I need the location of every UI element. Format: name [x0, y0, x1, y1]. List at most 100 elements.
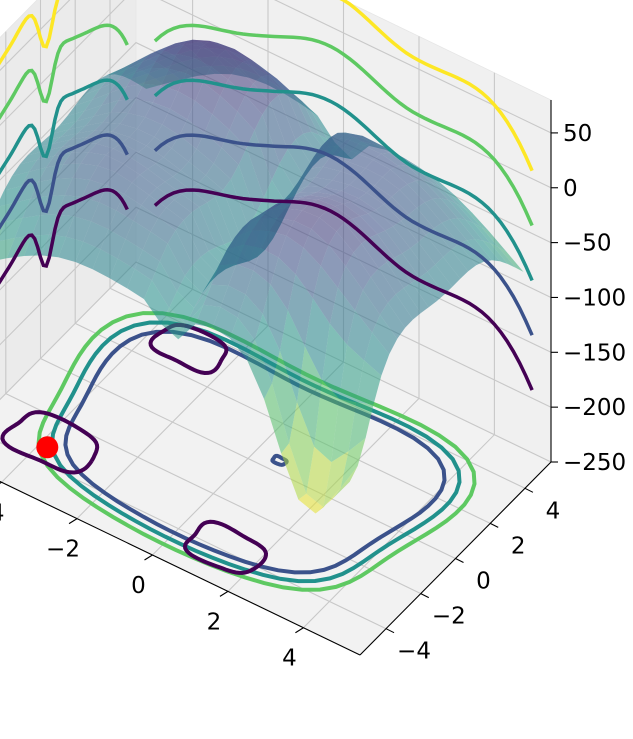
- surface-patch: [269, 74, 294, 95]
- surface-patch: [63, 152, 89, 165]
- surface-patch: [332, 466, 358, 499]
- surface-patch: [134, 249, 160, 281]
- surface-patch: [406, 165, 432, 183]
- surface-patch: [432, 198, 458, 220]
- surface-patch: [356, 145, 382, 160]
- surface-patch: [144, 280, 170, 325]
- surface-patch: [385, 226, 411, 254]
- surface-patch: [336, 222, 362, 253]
- surface-patch: [375, 204, 401, 227]
- x-tick-label: −4: [0, 500, 5, 526]
- surface-patch: [310, 199, 336, 211]
- surface-patch: [12, 160, 37, 176]
- surface-patch: [190, 183, 216, 203]
- surface-patch: [197, 175, 223, 198]
- surface-patch: [161, 307, 187, 340]
- surface-patch: [229, 317, 255, 360]
- surface-patch: [416, 202, 442, 229]
- axes: [0, 100, 558, 656]
- surface-patch: [473, 222, 499, 248]
- z-tick-label: −150: [563, 340, 626, 366]
- surface-patch: [176, 43, 202, 58]
- surface-patch: [213, 147, 239, 180]
- surface-patch: [230, 164, 256, 227]
- y-tick-label: −2: [432, 604, 466, 630]
- surface-patch: [76, 105, 102, 122]
- surface-patch: [349, 177, 375, 193]
- surface-patch: [260, 208, 285, 219]
- surface-patch: [203, 284, 229, 307]
- surface-patch: [184, 39, 210, 47]
- surface-patch: [19, 151, 45, 165]
- surface-patch: [110, 99, 136, 113]
- surface-patch: [220, 285, 246, 318]
- surface-patch: [435, 257, 461, 287]
- surface-patch: [75, 88, 101, 106]
- surface-patch: [254, 313, 280, 384]
- surface-patch: [143, 67, 169, 86]
- surface-patch: [403, 282, 429, 313]
- y-tick-label: 2: [511, 533, 526, 559]
- surface-patch: [354, 134, 380, 145]
- surface-patch: [322, 323, 348, 399]
- surface-patch: [399, 184, 425, 208]
- surface-patch: [270, 95, 296, 150]
- surface-patch: [70, 130, 95, 140]
- surface-patch: [431, 182, 457, 204]
- surface-patch: [163, 148, 189, 171]
- surface-patch: [281, 443, 307, 500]
- surface-patch: [185, 57, 211, 83]
- surface-patch: [377, 230, 403, 258]
- floor-contour-line: [148, 322, 229, 376]
- surface-patch: [272, 350, 297, 444]
- wall-contour-back: [339, 0, 534, 172]
- z-tick-label: −100: [563, 286, 626, 312]
- surface-patch: [154, 124, 180, 149]
- z-tick-label: −50: [563, 231, 612, 257]
- surface-patch: [95, 122, 121, 132]
- surface-patch: [418, 235, 444, 265]
- y-tick-mark: [420, 593, 430, 599]
- surface-patch: [287, 139, 313, 178]
- surface-patch: [60, 125, 86, 137]
- surface-patch: [209, 40, 235, 50]
- surface-patch: [335, 203, 361, 219]
- surface-patch: [92, 249, 118, 279]
- surface-patch: [308, 192, 334, 198]
- surface-patch: [112, 123, 138, 138]
- surface-patch: [133, 205, 159, 232]
- x-tick-label: −2: [46, 537, 80, 563]
- floor-contour-line: [0, 410, 100, 475]
- surface-patch: [368, 209, 394, 231]
- surface-patch: [234, 218, 260, 238]
- surface-patch: [447, 190, 472, 213]
- surface-patch: [80, 152, 106, 166]
- surface-patch: [236, 244, 262, 271]
- surface-patch: [269, 218, 295, 236]
- surface-patch: [242, 210, 268, 228]
- surface-patch: [361, 237, 387, 269]
- surface-patch: [237, 294, 263, 341]
- surface-patch: [343, 201, 368, 217]
- surface-patch: [387, 294, 413, 328]
- surface-patch: [358, 192, 384, 210]
- surface-patch: [337, 266, 363, 311]
- surface-patch: [238, 147, 264, 214]
- surface-patch: [286, 92, 312, 134]
- surface-patch: [229, 111, 255, 148]
- surface-patch: [329, 287, 355, 345]
- surface-patch: [415, 180, 441, 199]
- surface-patch: [307, 177, 333, 188]
- surface-patch: [323, 156, 349, 172]
- surface-patch: [98, 67, 124, 80]
- surface-patch: [440, 198, 466, 220]
- minimum-marker: [36, 436, 59, 459]
- surface-patch: [323, 451, 349, 508]
- surface-patch: [121, 137, 147, 153]
- floor-contour-line: [36, 311, 477, 592]
- surface-patch: [126, 268, 152, 300]
- surface-patch: [84, 93, 110, 111]
- surface-patch: [150, 217, 176, 244]
- surface-patch: [303, 228, 329, 266]
